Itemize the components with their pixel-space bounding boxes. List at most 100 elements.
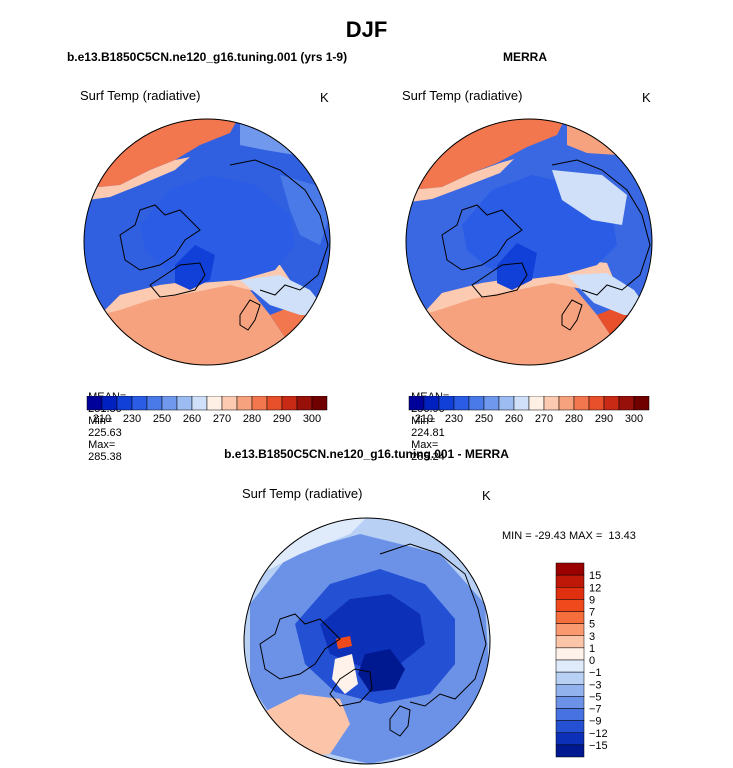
diff-very-cold-center [320, 594, 425, 666]
diff-colorbar-swatch [555, 744, 585, 758]
colorbar-tick-label: 290 [595, 413, 613, 425]
diff-colorbar-tick-label: −1 [589, 667, 602, 679]
model-polar-map [83, 118, 331, 366]
colorbar-swatch [543, 396, 560, 411]
obs-cold-greenland [497, 243, 537, 290]
diff-colorbar-swatch [555, 562, 585, 576]
model-cool-siberia [280, 175, 330, 245]
obs-min-label: Min= [411, 415, 436, 427]
obs-max-value: 285.24 [411, 451, 445, 463]
obs-polar-map [405, 118, 653, 366]
colorbar-tick-label: 260 [183, 413, 201, 425]
obs-coast-north-america [441, 204, 523, 271]
diff-colorbar-tick-label: 3 [589, 631, 595, 643]
diff-colorbar-swatch [555, 696, 585, 709]
colorbar-tick-label: 260 [505, 413, 523, 425]
diff-colorbar-swatch [555, 659, 585, 673]
diff-colorbar-tick-label: 12 [589, 582, 601, 594]
colorbar-swatch [513, 396, 530, 411]
obs-panel-heading: MERRA [503, 50, 547, 64]
diff-field-units: K [482, 488, 491, 503]
diff-colorbar-swatch [555, 587, 585, 600]
model-map-border [83, 118, 331, 366]
diff-colorbar-tick-label: 1 [589, 643, 595, 655]
diff-field-title: Surf Temp (radiative) [242, 486, 363, 501]
colorbar-swatch [408, 396, 425, 411]
obs-colorbar: 210 230 250 260 270 280 290 300 [408, 396, 650, 425]
diff-colorbar-tick-label: −15 [589, 740, 608, 752]
diff-deep-cold-pocket [358, 649, 405, 692]
colorbar-swatch [161, 396, 178, 411]
colorbar-swatch [573, 396, 590, 411]
colorbar-tick-label: 250 [153, 413, 171, 425]
colorbar-swatch [423, 396, 440, 411]
colorbar-swatch [483, 396, 500, 411]
diff-minmax-text: MIN = -29.43 MAX = 13.43 [502, 530, 636, 542]
colorbar-tick-label: 250 [475, 413, 493, 425]
model-max-value: 285.38 [88, 451, 122, 463]
colorbar-tick-label: 270 [213, 413, 231, 425]
obs-field-title: Surf Temp (radiative) [402, 88, 523, 103]
model-max-label: Max= [88, 439, 116, 451]
diff-coast-eurasia [379, 543, 487, 707]
colorbar-swatch [221, 396, 238, 411]
diff-colorbar-swatch [555, 623, 585, 636]
diff-colorbar-tick-label: 9 [589, 594, 595, 606]
colorbar-swatch [206, 396, 223, 411]
diff-colorbar-tick-label: −5 [589, 691, 602, 703]
diff-colorbar-swatch [555, 684, 585, 697]
colorbar-tick-label: 270 [535, 413, 553, 425]
obs-coast-scandinavia [561, 299, 583, 331]
colorbar-swatch [498, 396, 515, 411]
colorbar-swatch [266, 396, 283, 411]
colorbar-swatch [528, 396, 545, 411]
diff-colorbar-tick-label: −7 [589, 704, 602, 716]
model-colorbar: 210 230 250 260 270 280 290 300 [86, 396, 328, 425]
diff-pale-greenland [332, 654, 358, 694]
obs-pale-siberia [552, 170, 627, 225]
colorbar-swatch [296, 396, 313, 411]
diff-coast-north-america [259, 613, 341, 680]
diff-colorbar-tick-label: 0 [589, 655, 595, 667]
colorbar-tick-label: 280 [565, 413, 583, 425]
model-cold-greenland [175, 245, 215, 290]
colorbar-swatch [468, 396, 485, 411]
model-coast-north-america [119, 204, 201, 271]
diff-colorbar-tick-label: 15 [589, 570, 601, 582]
colorbar-swatch [251, 396, 268, 411]
colorbar-swatch [101, 396, 118, 411]
model-cold-core [140, 175, 295, 283]
obs-pale-scandinavia [567, 273, 652, 315]
diff-colorbar-swatch [555, 732, 585, 746]
diff-colorbar-swatch [555, 671, 585, 685]
diff-colorbar-swatch [555, 708, 585, 721]
colorbar-tick-label: 300 [625, 413, 643, 425]
diff-colorbar-swatch [555, 635, 585, 649]
diff-colorbar-swatch [555, 647, 585, 661]
model-coast-greenland [149, 262, 206, 298]
obs-max-label: Max= [411, 439, 439, 451]
model-panel-heading: b.e13.B1850C5CN.ne120_g16.tuning.001 (yr… [66, 50, 348, 64]
colorbar-swatch [438, 396, 455, 411]
colorbar-swatch [116, 396, 133, 411]
obs-coast-greenland [471, 262, 528, 298]
colorbar-tick-label: 280 [243, 413, 261, 425]
model-min-value: 225.63 [88, 427, 122, 439]
diff-colorbar-swatch [555, 611, 585, 624]
obs-warm-bering [567, 119, 652, 155]
diff-coast-scandinavia [389, 705, 411, 737]
colorbar-swatch [146, 396, 163, 411]
diff-colorbar-swatch [555, 574, 585, 588]
model-min-label: Min= [88, 415, 113, 427]
colorbar-swatch [131, 396, 148, 411]
colorbar-tick-label: 230 [123, 413, 141, 425]
obs-min-value: 224.81 [411, 427, 445, 439]
colorbar-swatch [311, 396, 328, 411]
colorbar-tick-label: 230 [445, 413, 463, 425]
obs-field-units: K [642, 90, 651, 105]
colorbar-swatch [588, 396, 605, 411]
obs-map-border [405, 118, 653, 366]
colorbar-swatch [633, 396, 650, 411]
colorbar-swatch [453, 396, 470, 411]
